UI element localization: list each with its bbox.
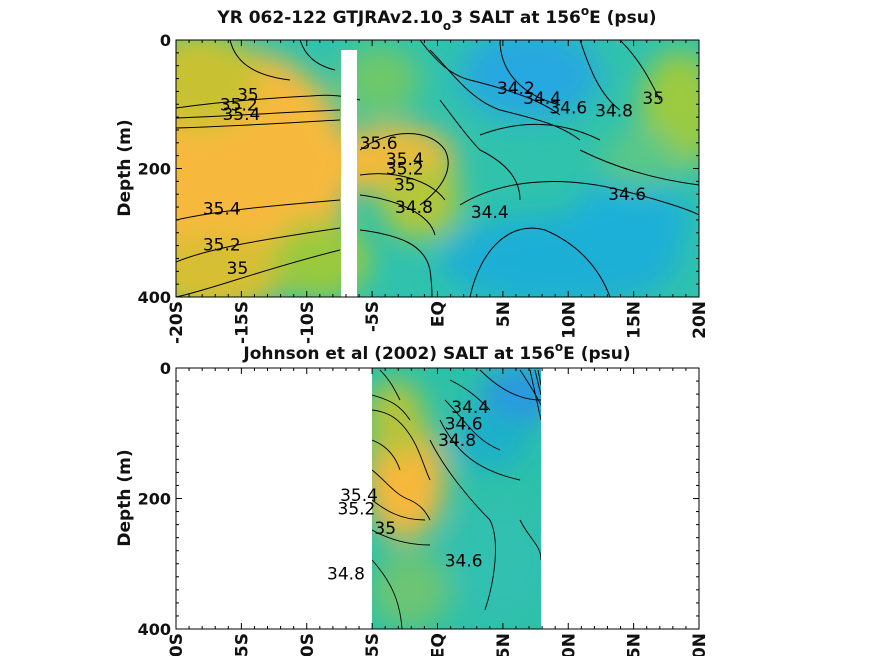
top-contour-label: 35.4: [222, 105, 260, 125]
bottom-y-axis-label: Depth (m): [115, 449, 135, 546]
top-contour-label: 35.6: [360, 134, 398, 154]
bottom-contour-label: 34.8: [327, 565, 365, 585]
top-contour-label: 35.4: [203, 199, 241, 219]
top-x-tick-label: 10N: [559, 301, 579, 339]
top-x-tick-label: -5S: [363, 301, 383, 332]
top-panel: YR 062-122 GTJRAv2.10o3 SALT at 156oE (p…: [115, 4, 710, 344]
top-y-axis-label: Depth (m): [115, 119, 135, 216]
top-chart-title: YR 062-122 GTJRAv2.10o3 SALT at 156oE (p…: [216, 4, 656, 33]
bottom-x-tick-label: 15S: [232, 633, 252, 656]
top-contour-label: 35.2: [220, 95, 258, 115]
top-x-tick-label: 20N: [690, 301, 710, 339]
bottom-x-tick-label: 15N: [625, 633, 645, 656]
bottom-x-tick-label: 5S: [363, 633, 383, 656]
top-x-tick-label: -10S: [298, 301, 318, 344]
top-contour-label: 35: [394, 176, 416, 196]
top-contour-label: 35.4: [386, 150, 424, 170]
top-contour-label: 34.8: [595, 102, 633, 122]
bottom-contour-label: 35.2: [338, 499, 376, 519]
top-x-tick-label: EQ: [429, 301, 449, 327]
top-contour-label: 34.2: [497, 79, 535, 99]
bottom-x-tick-label: 10N: [559, 633, 579, 656]
bottom-contour-label: 34.6: [445, 551, 483, 571]
top-contour-label: 35: [227, 259, 249, 279]
top-contour-label: 35: [237, 86, 259, 106]
top-missing-data-gap: [341, 50, 357, 297]
bottom-chart-title: Johnson et al (2002) SALT at 156oE (psu): [242, 340, 630, 364]
top-heatmap: [176, 40, 699, 297]
bottom-heatmap: [372, 368, 541, 629]
top-x-tick-label: -15S: [232, 301, 252, 344]
bottom-contour-label: 35.4: [340, 486, 378, 506]
bottom-y-tick-label: 400: [138, 620, 171, 639]
bottom-x-tick-label: 20N: [690, 633, 710, 656]
top-contour-label: 34.4: [523, 89, 561, 109]
bottom-panel: Johnson et al (2002) SALT at 156oE (psu): [115, 340, 710, 656]
bottom-y-tick-label: 200: [138, 490, 171, 509]
top-x-tick-label: 5N: [494, 301, 514, 327]
top-y-tick-label: 400: [138, 288, 171, 307]
top-x-tick-label: 15N: [625, 301, 645, 339]
top-contour-label: 34.6: [608, 185, 646, 205]
top-y-tick-label: 0: [160, 31, 171, 50]
bottom-x-tick-label: 5N: [494, 633, 514, 656]
bottom-y-tick-label: 0: [160, 359, 171, 378]
top-contour-label: 34.8: [395, 198, 433, 218]
bottom-x-tick-label: 10S: [298, 633, 318, 656]
bottom-contour-label: 34.4: [451, 398, 489, 418]
top-contour-label: 35.2: [386, 160, 424, 180]
bottom-contour-label: 34.8: [438, 431, 476, 451]
top-contours: [176, 40, 699, 297]
bottom-contours: [372, 369, 541, 629]
bottom-x-tick-label: EQ: [429, 633, 449, 656]
bottom-contour-label: 34.6: [445, 414, 483, 434]
top-axis-ticks: -20S -15S -10S -5S EQ 5N 10N 15N 20N 0 200 400: [138, 31, 710, 344]
bottom-axis-ticks: 20S 15S 10S 5S EQ 5N 10N 15N 20N 0 200 400: [138, 359, 710, 656]
bottom-x-tick-label: 20S: [167, 633, 187, 656]
bottom-contour-label: 35: [374, 519, 396, 539]
top-contour-label: 35.2: [203, 235, 241, 255]
top-contour-label: 35: [642, 89, 664, 109]
top-y-tick-label: 200: [138, 160, 171, 179]
top-x-tick-label: -20S: [167, 301, 187, 344]
top-contour-label: 34.6: [549, 98, 587, 118]
top-contour-label: 34.4: [471, 203, 509, 223]
